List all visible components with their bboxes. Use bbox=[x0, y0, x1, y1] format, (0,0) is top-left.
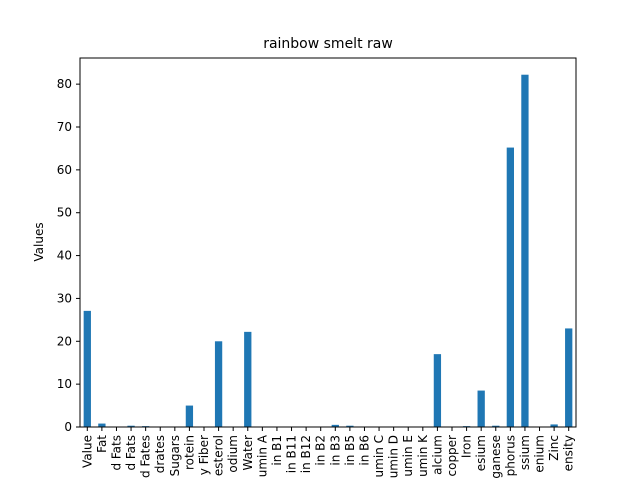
x-tick-label: umin E bbox=[401, 435, 415, 477]
bar bbox=[521, 74, 529, 428]
y-axis-label: Values bbox=[32, 222, 46, 261]
x-tick-label: in B11 bbox=[285, 435, 299, 473]
x-tick-label: ganese bbox=[489, 435, 503, 479]
x-tick-label: in B2 bbox=[314, 435, 328, 466]
bar bbox=[346, 425, 354, 427]
x-tick-label: d Fats bbox=[109, 435, 123, 471]
bar bbox=[127, 425, 135, 427]
x-tick-label: alcium bbox=[430, 435, 444, 475]
x-tick-label: ensity bbox=[562, 435, 576, 471]
x-tick-label: in B1 bbox=[270, 435, 284, 466]
plot-frame bbox=[79, 57, 577, 428]
x-tick-label: in B12 bbox=[299, 435, 313, 473]
x-tick-label: d Fates bbox=[139, 435, 153, 478]
x-tick-label: drates bbox=[153, 435, 167, 473]
x-tick-label: copper bbox=[445, 435, 459, 477]
bar bbox=[244, 331, 252, 427]
x-axis-ticks: Value Fat d Fats d Fats d Fates drates Sugars r… bbox=[80, 427, 576, 479]
x-tick-label: Sugars bbox=[168, 435, 182, 476]
x-tick-label: esium bbox=[474, 435, 488, 471]
y-tick-label: 50 bbox=[57, 206, 72, 220]
x-tick-label: in B5 bbox=[343, 435, 357, 466]
x-tick-label: esterol bbox=[212, 435, 226, 476]
bar bbox=[565, 328, 573, 427]
x-tick-label: enium bbox=[533, 435, 547, 473]
x-tick-label: Fat bbox=[95, 435, 109, 453]
x-tick-label: umin A bbox=[255, 434, 269, 477]
x-tick-label: Value bbox=[80, 435, 94, 468]
y-tick-label: 0 bbox=[64, 420, 72, 434]
x-tick-label: in B6 bbox=[357, 435, 371, 466]
x-tick-label: umin K bbox=[416, 434, 430, 477]
bar bbox=[506, 147, 514, 427]
y-tick-label: 40 bbox=[57, 249, 72, 263]
x-tick-label: odium bbox=[226, 435, 240, 473]
y-tick-label: 70 bbox=[57, 120, 72, 134]
y-tick-label: 10 bbox=[57, 377, 72, 391]
x-tick-label: Water bbox=[241, 435, 255, 471]
bar bbox=[433, 354, 442, 427]
x-tick-label: phorus bbox=[503, 435, 517, 476]
bar bbox=[550, 424, 558, 427]
x-tick-label: Zinc bbox=[547, 435, 561, 461]
x-tick-label: d Fats bbox=[124, 435, 138, 471]
bar bbox=[331, 424, 339, 427]
bar bbox=[185, 405, 194, 427]
x-tick-label: umin C bbox=[372, 435, 386, 477]
y-tick-label: 60 bbox=[57, 163, 72, 177]
bar bbox=[492, 425, 500, 427]
x-tick-label: ssium bbox=[518, 435, 532, 470]
bars-group bbox=[83, 74, 573, 428]
bar bbox=[477, 390, 485, 427]
x-tick-label: umin D bbox=[387, 435, 401, 478]
x-tick-label: rotein bbox=[182, 435, 196, 470]
y-axis-ticks: 0 10 20 30 40 50 60 70 80 bbox=[57, 77, 80, 434]
x-tick-label: y Fiber bbox=[197, 435, 211, 475]
bar bbox=[214, 341, 223, 427]
chart-title: rainbow smelt raw bbox=[263, 36, 393, 52]
y-tick-label: 20 bbox=[57, 334, 72, 348]
y-tick-label: 80 bbox=[57, 77, 72, 91]
bar bbox=[98, 423, 106, 427]
x-tick-label: Iron bbox=[460, 435, 474, 458]
y-tick-label: 30 bbox=[57, 291, 72, 305]
x-tick-label: in B3 bbox=[328, 435, 342, 466]
bar bbox=[83, 310, 91, 427]
